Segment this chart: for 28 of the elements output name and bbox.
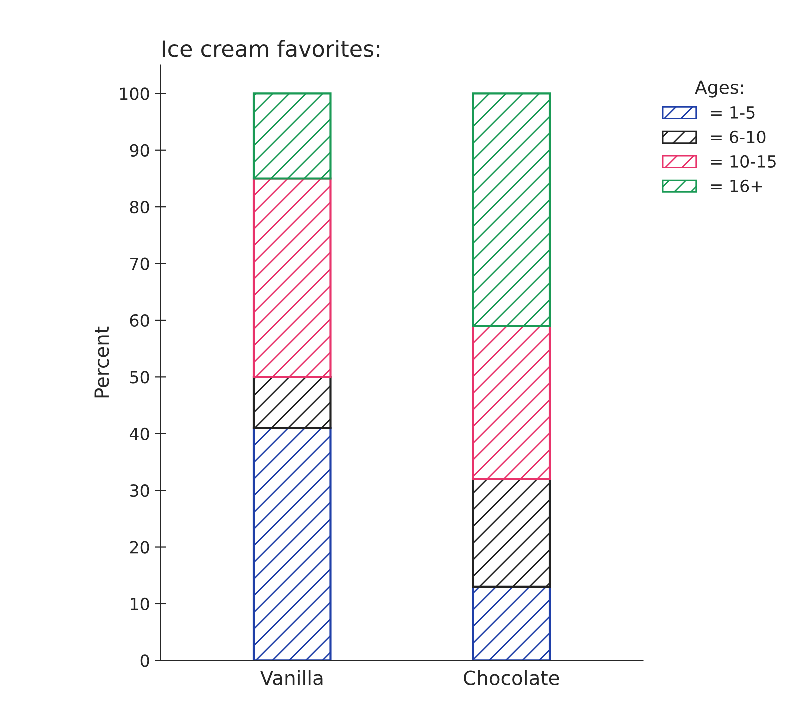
y-tick-label: 0 xyxy=(140,654,150,668)
y-axis-title: Percent xyxy=(94,326,110,398)
bar xyxy=(472,92,552,328)
bar xyxy=(252,427,332,661)
y-tick-label: 40 xyxy=(130,428,150,440)
y-tick-label: 70 xyxy=(130,258,150,270)
bar xyxy=(252,92,332,180)
legend-label: = 1-5 xyxy=(711,106,755,120)
y-tick-label: 10 xyxy=(131,598,150,611)
y-tick-label: 60 xyxy=(130,314,150,328)
y-tick-label: 90 xyxy=(130,144,150,157)
legend-title: Ages: xyxy=(695,80,744,98)
x-tick-label: Chocolate xyxy=(464,670,560,686)
legend-label: = 6-10 xyxy=(711,130,766,144)
y-tick-label: 50 xyxy=(130,371,150,384)
y-tick-label: 80 xyxy=(130,201,150,214)
legend-label: = 16+ xyxy=(711,180,762,192)
bar xyxy=(472,586,552,661)
x-tick-label: Vanilla xyxy=(260,670,323,686)
bar xyxy=(252,376,332,430)
y-tick-label: 20 xyxy=(130,541,150,554)
bar xyxy=(252,178,332,378)
legend-label: = 10-15 xyxy=(711,155,776,168)
y-tick-label: 30 xyxy=(130,484,150,498)
y-tick-label: 100 xyxy=(120,88,150,100)
bar xyxy=(472,325,552,480)
chart-title: Ice cream favorites: xyxy=(162,40,380,58)
bar xyxy=(472,478,552,588)
